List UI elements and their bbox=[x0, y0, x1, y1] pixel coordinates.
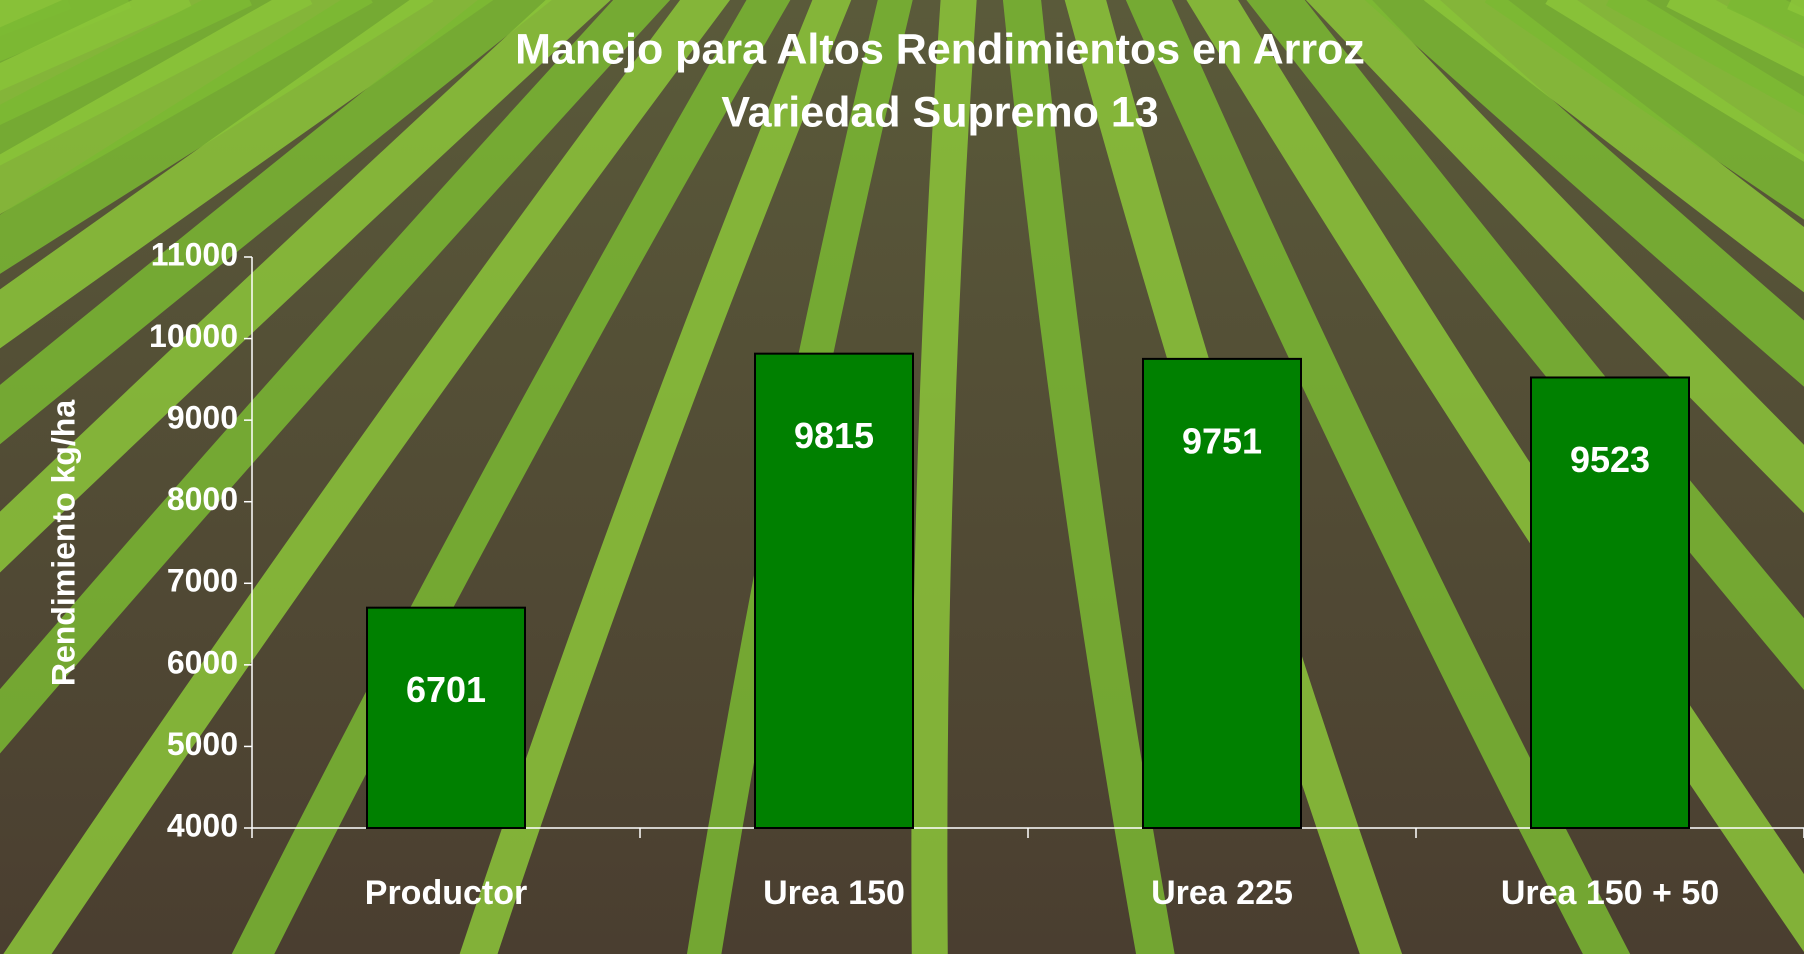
y-tick-label: 6000 bbox=[167, 644, 238, 680]
value-label: 6701 bbox=[406, 669, 486, 710]
y-tick-label: 4000 bbox=[167, 807, 238, 843]
y-tick-label: 11000 bbox=[151, 236, 238, 272]
x-tick-label: Urea 225 bbox=[1151, 874, 1293, 912]
chart-subtitle: Variedad Supremo 13 bbox=[721, 88, 1158, 136]
x-tick-label: Urea 150 bbox=[763, 874, 905, 912]
value-label: 9523 bbox=[1570, 439, 1650, 480]
y-tick-label: 7000 bbox=[167, 563, 238, 599]
x-tick-label: Productor bbox=[365, 874, 527, 912]
chart: Manejo para Altos Rendimientos en Arroz … bbox=[0, 0, 1804, 954]
value-label: 9751 bbox=[1182, 420, 1262, 461]
y-axis-label: Rendimiento kg/ha bbox=[45, 400, 81, 686]
bar bbox=[367, 608, 525, 828]
y-tick-label: 9000 bbox=[167, 400, 238, 436]
y-tick-label: 8000 bbox=[167, 481, 238, 517]
value-label: 9815 bbox=[794, 415, 874, 456]
x-tick-label: Urea 150 + 50 bbox=[1501, 874, 1719, 912]
y-tick-label: 10000 bbox=[149, 318, 238, 354]
y-tick-label: 5000 bbox=[167, 726, 238, 762]
chart-title: Manejo para Altos Rendimientos en Arroz bbox=[515, 25, 1365, 73]
